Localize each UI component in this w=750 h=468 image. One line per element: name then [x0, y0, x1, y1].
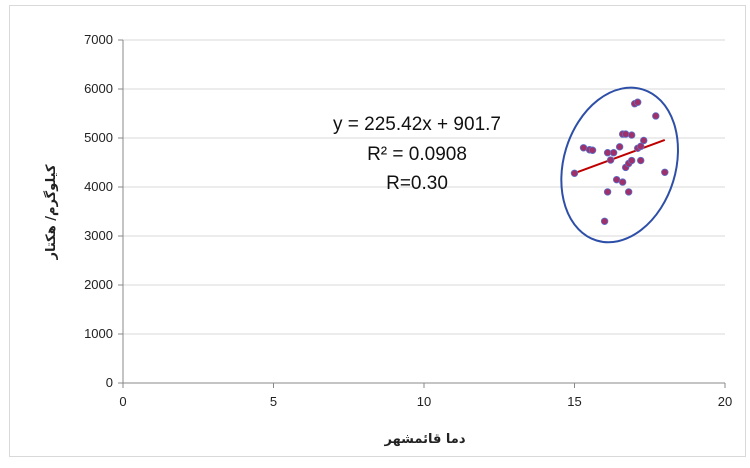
equation-label: y = 225.42x + 901.7 [333, 114, 501, 135]
data-point [627, 131, 636, 139]
data-point [637, 156, 645, 165]
x-tick-label: 20 [718, 394, 732, 409]
x-axis-title: دما قائمشهر [383, 432, 465, 447]
data-point [618, 178, 627, 186]
y-tick-label: 2000 [84, 277, 113, 292]
y-tick-label: 1000 [84, 326, 113, 341]
r-squared-label: R² = 0.0908 [367, 144, 467, 165]
data-point [588, 146, 597, 154]
data-point [609, 148, 618, 157]
y-tick-label: 0 [106, 375, 113, 390]
data-point [634, 98, 642, 106]
x-tick-label: 10 [417, 394, 431, 409]
x-tick-labels: 0 5 10 15 20 [119, 394, 732, 409]
gridlines [118, 39, 725, 384]
y-tick-label: 7000 [84, 32, 113, 47]
r-label: R=0.30 [386, 173, 448, 194]
x-tick-label: 5 [270, 394, 277, 409]
data-point [637, 142, 645, 151]
y-tick-labels: 0 1000 2000 3000 4000 5000 6000 7000 [84, 32, 113, 390]
x-tick-label: 15 [567, 394, 581, 409]
cluster-ellipse [560, 86, 679, 244]
data-point [603, 188, 612, 196]
highlight-ellipse-layer [560, 86, 679, 244]
y-tick-label: 4000 [84, 179, 113, 194]
y-tick-label: 3000 [84, 228, 113, 243]
data-point [652, 112, 660, 120]
data-point [627, 156, 636, 165]
trendline [574, 139, 666, 175]
chart-area [9, 5, 746, 457]
y-tick-label: 6000 [84, 81, 113, 96]
data-point [579, 144, 588, 152]
data-point [615, 143, 624, 151]
data-point [612, 175, 621, 184]
y-tick-label: 5000 [84, 130, 113, 145]
data-point [603, 148, 612, 157]
data-point [600, 217, 609, 225]
y-axis-title: کیلوگرم/ هکتار [43, 164, 59, 260]
data-point [640, 136, 648, 145]
data-point [661, 168, 669, 176]
trendline-layer [574, 139, 666, 175]
data-point [621, 130, 630, 138]
data-points [570, 98, 669, 225]
axes [122, 40, 726, 388]
data-point [570, 169, 579, 177]
data-point [606, 156, 615, 164]
data-point [624, 188, 633, 196]
x-tick-label: 0 [119, 394, 126, 409]
